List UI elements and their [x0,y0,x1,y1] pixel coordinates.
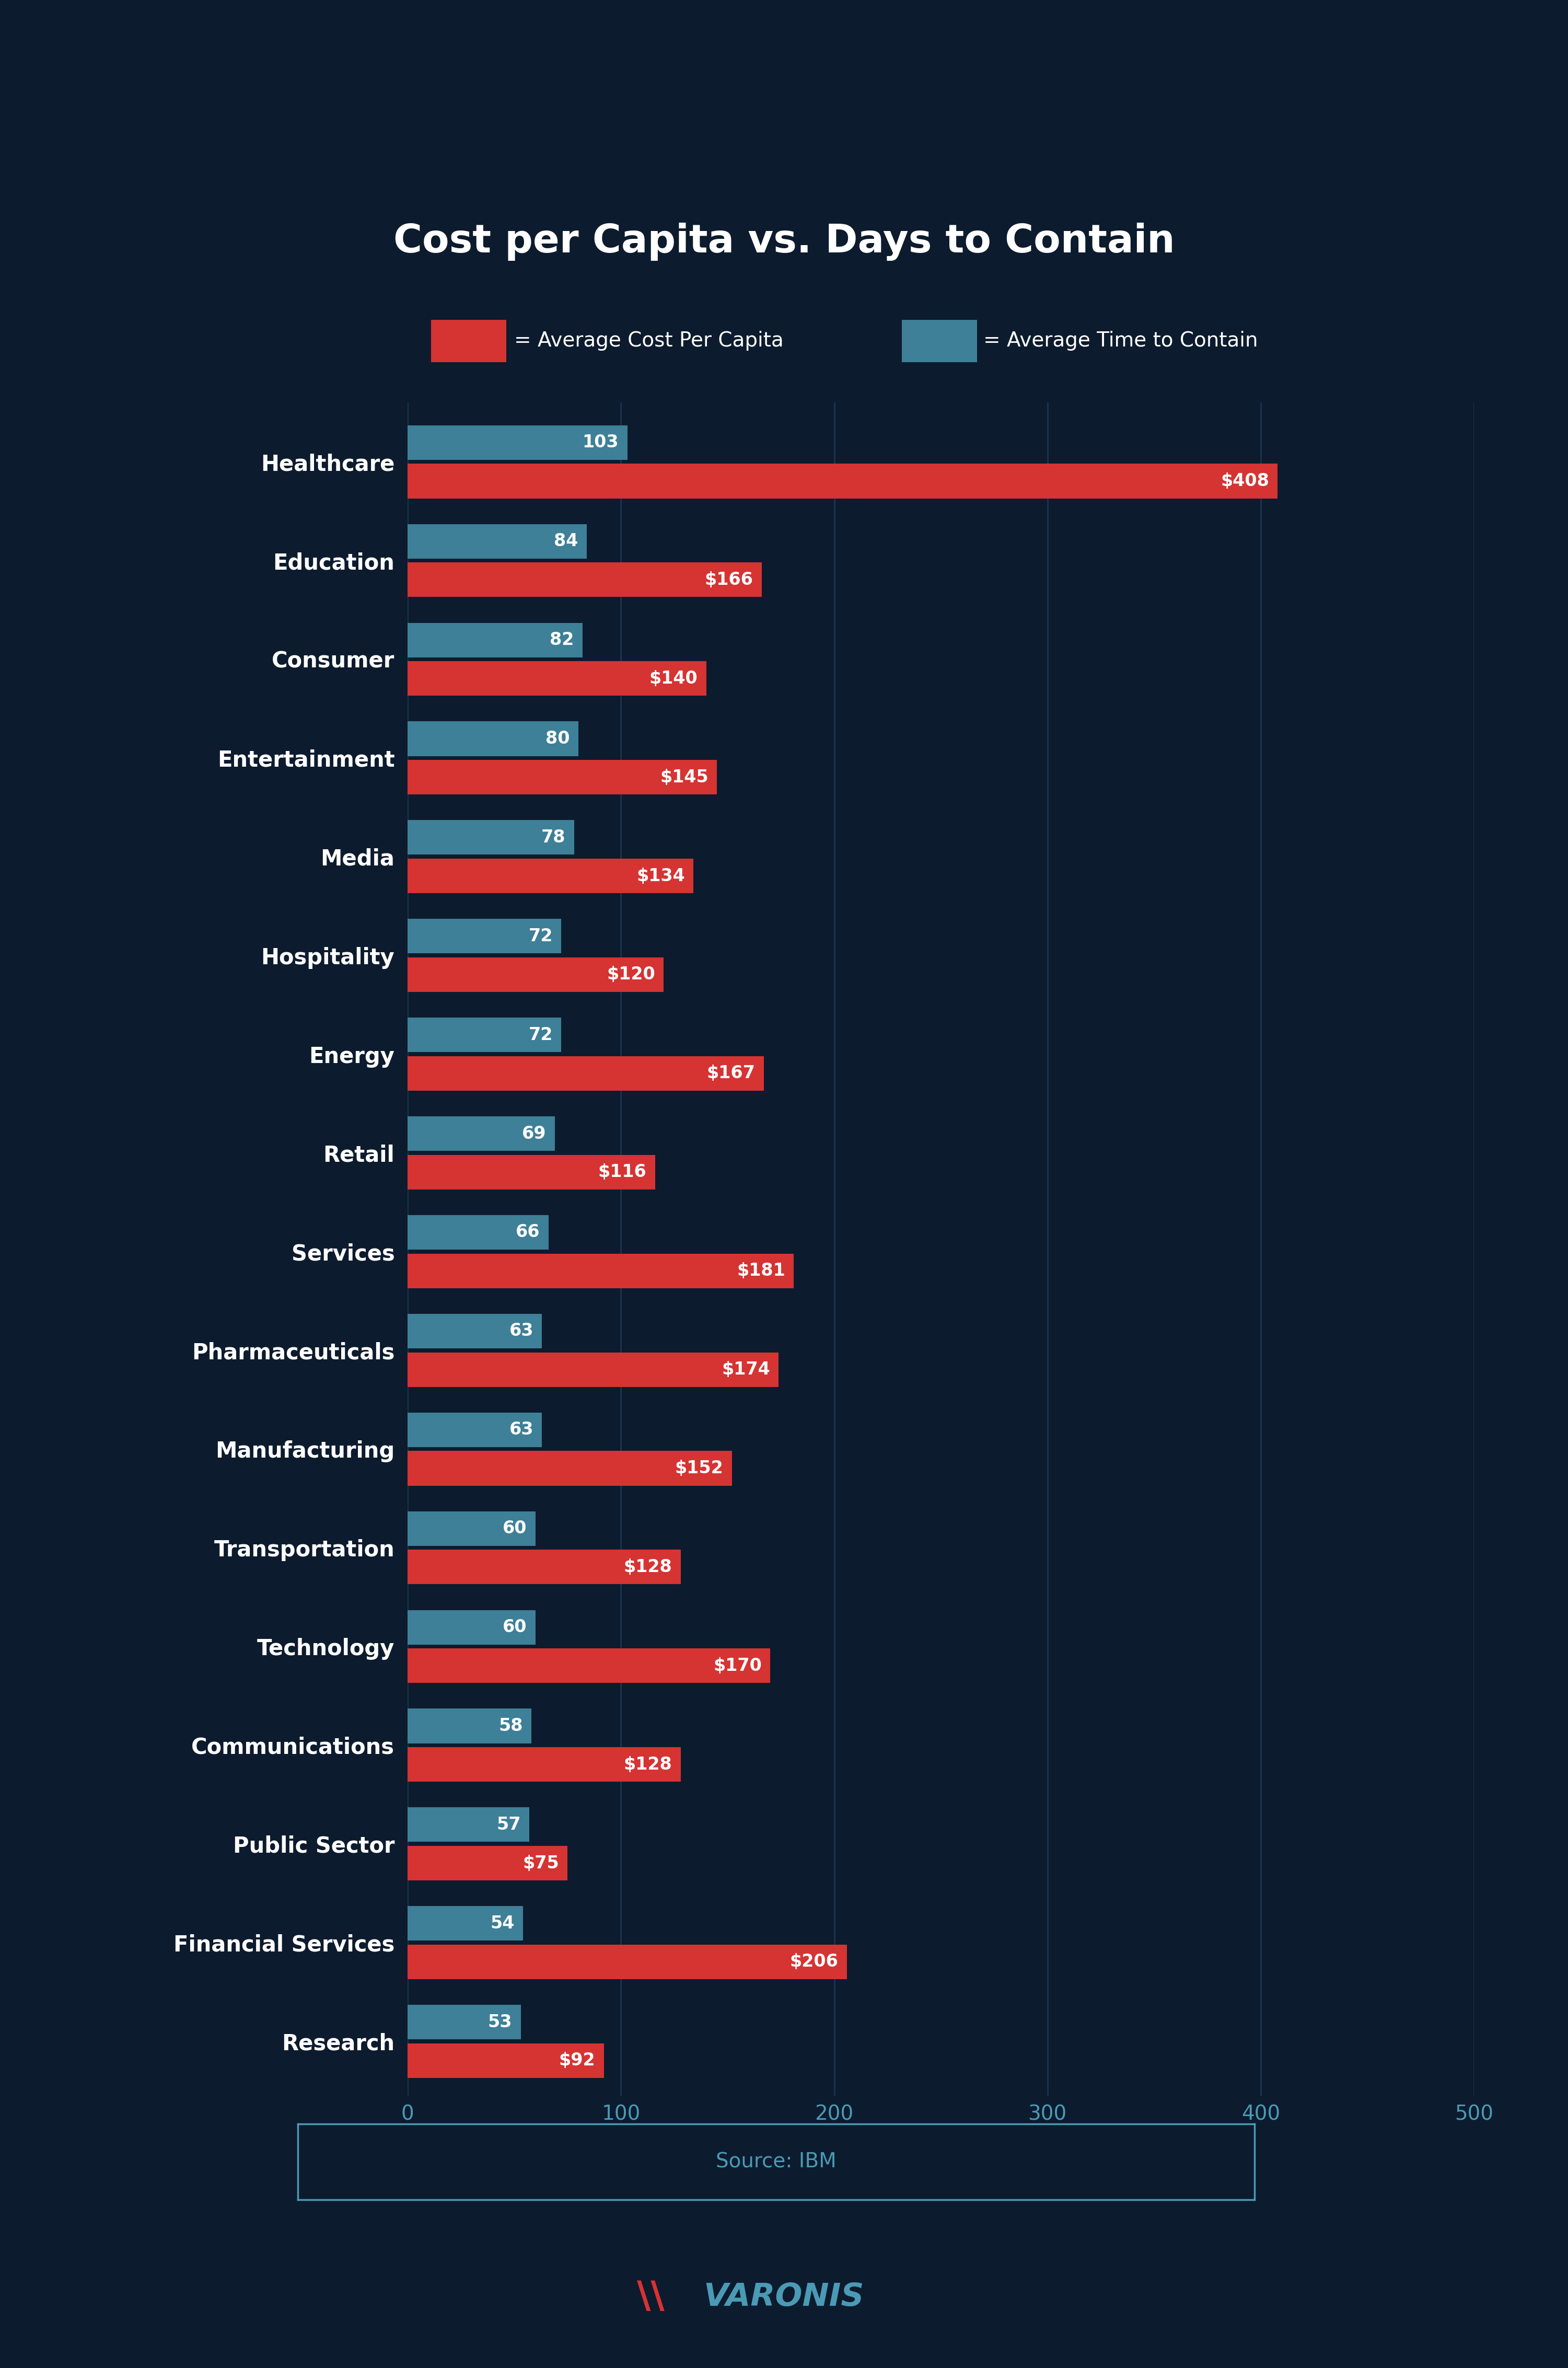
Text: 78: 78 [541,829,566,845]
Bar [408,1156,655,1189]
Bar [408,464,1278,497]
Bar [408,1710,532,1743]
Bar [408,623,583,658]
Text: = Average Time to Contain: = Average Time to Contain [983,332,1258,350]
Bar [408,1906,522,1942]
Bar [408,1411,543,1447]
Text: 63: 63 [510,1321,533,1340]
Text: $174: $174 [721,1362,770,1378]
Text: $152: $152 [674,1459,723,1478]
Bar [408,957,663,992]
Text: $145: $145 [660,770,709,786]
Text: 80: 80 [546,729,569,748]
Text: 72: 72 [528,1025,552,1044]
Text: 54: 54 [491,1916,514,1932]
Text: 60: 60 [503,1520,527,1537]
Bar [408,1748,681,1781]
Bar [408,1314,543,1347]
Text: $206: $206 [790,1954,839,1970]
Bar [408,919,561,954]
Text: $92: $92 [558,2053,596,2070]
Bar [408,760,717,796]
Bar [408,1610,536,1643]
Bar [408,564,762,597]
Text: $128: $128 [624,1558,673,1575]
Text: Cost per Capita vs. Days to Contain: Cost per Capita vs. Days to Contain [394,223,1174,260]
Text: $128: $128 [624,1755,673,1774]
Text: 60: 60 [503,1620,527,1636]
Bar [408,426,627,459]
Text: = Average Cost Per Capita: = Average Cost Per Capita [514,332,784,350]
Bar [408,819,574,855]
Bar [408,1847,568,1880]
Bar [408,1511,536,1546]
Text: 63: 63 [510,1421,533,1437]
Bar [408,722,579,755]
Bar [408,1452,732,1485]
Text: 103: 103 [582,433,619,452]
Bar [408,523,586,559]
Text: Source: IBM: Source: IBM [717,2153,836,2171]
Bar [408,1352,779,1388]
Text: 72: 72 [528,928,552,945]
Text: $116: $116 [597,1163,646,1182]
Bar [408,2006,521,2039]
Text: 69: 69 [522,1125,546,1141]
Bar [408,661,706,696]
Text: 57: 57 [497,1816,521,1833]
Bar [408,1018,561,1051]
Text: \\: \\ [637,2278,665,2316]
Text: $170: $170 [713,1658,762,1674]
Bar [408,860,693,893]
Text: 66: 66 [516,1224,539,1241]
Text: $167: $167 [707,1066,756,1082]
Text: 58: 58 [499,1717,522,1736]
Text: $134: $134 [637,867,685,886]
Text: 53: 53 [488,2013,513,2032]
Bar [408,1944,847,1980]
Text: 82: 82 [550,632,574,649]
Bar [408,2044,604,2077]
Bar [408,1648,770,1684]
Bar [408,1549,681,1584]
Text: $120: $120 [607,966,655,983]
Text: 84: 84 [554,533,579,549]
Bar [408,1115,555,1151]
Bar [408,1056,764,1092]
Bar [408,1253,793,1288]
Text: VARONIS: VARONIS [704,2280,864,2314]
Text: $166: $166 [704,571,753,587]
Text: $140: $140 [649,670,698,687]
Text: $75: $75 [522,1854,560,1871]
Bar [408,1807,530,1842]
Bar [408,1215,549,1250]
Text: $181: $181 [737,1262,786,1279]
Text: $408: $408 [1220,474,1269,490]
